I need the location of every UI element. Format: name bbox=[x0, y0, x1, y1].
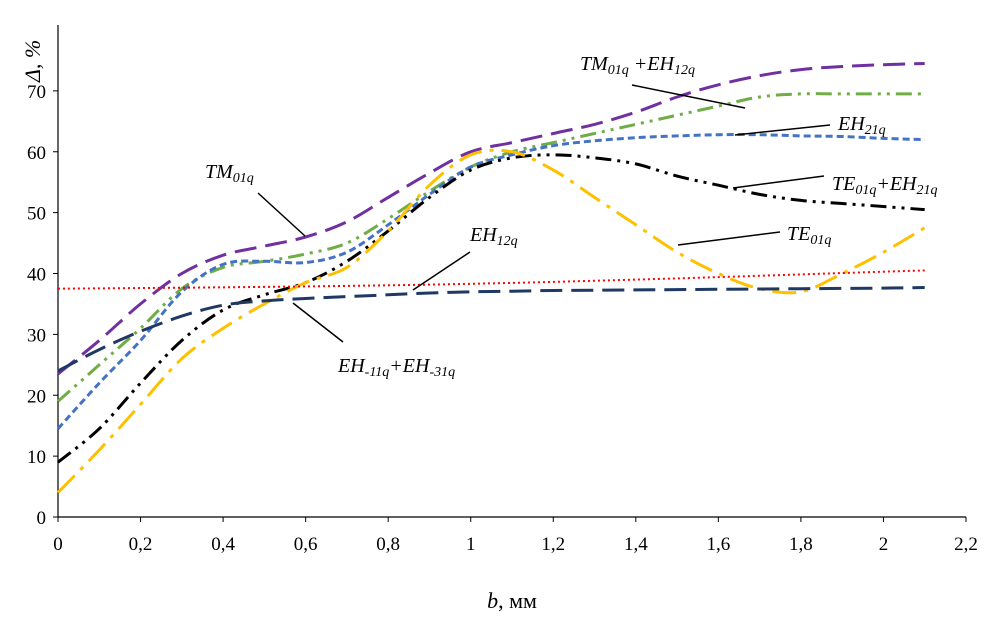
annotation-label-te01eh21: TE01q+EH21q bbox=[832, 173, 938, 198]
y-tick-label: 60 bbox=[27, 143, 46, 164]
series-line-eh21q bbox=[56, 133, 925, 430]
x-tick-label: 1,4 bbox=[624, 534, 648, 555]
x-axis-title: b, мм bbox=[487, 588, 537, 613]
series-line-eh-11q-eh-31q bbox=[57, 286, 925, 373]
annotation-leader-line bbox=[257, 192, 306, 237]
annotation-leader-line bbox=[732, 175, 825, 189]
annotation-leader-line bbox=[412, 251, 471, 291]
y-tick-label: 30 bbox=[27, 325, 46, 346]
x-tick-label: 2,2 bbox=[954, 534, 978, 555]
y-tick-label: 50 bbox=[27, 204, 46, 225]
annotation-leader-line bbox=[734, 124, 831, 136]
y-tick-label: 70 bbox=[27, 82, 46, 103]
x-tick-label: 1,6 bbox=[706, 534, 730, 555]
series-line-tm01q bbox=[57, 62, 925, 376]
annotation-label-te01: TE01q bbox=[787, 223, 831, 248]
series-line-te01q-eh21q bbox=[57, 153, 925, 464]
x-tick-label: 0 bbox=[53, 534, 63, 555]
x-tick-label: 2 bbox=[879, 534, 889, 555]
y-tick-label: 0 bbox=[37, 508, 47, 529]
annotation-label-eh21: EH21q bbox=[837, 113, 886, 138]
chart-axes: 0 10 20 30 40 50 60 70 0 0,2 0,4 0,6 0,8 1 1,2 1,4 1,6 1,… bbox=[27, 25, 978, 555]
y-axis-title: Δ, % bbox=[20, 40, 45, 83]
x-tick-label: 0,8 bbox=[376, 534, 400, 555]
annotation-label-eh12: EH12q bbox=[469, 224, 518, 249]
x-tick-label: 0,4 bbox=[211, 534, 235, 555]
annotation-label-ehm11: EH-11q+EH-31q bbox=[337, 355, 455, 380]
x-tick-label: 1,2 bbox=[541, 534, 565, 555]
x-tick-label: 1 bbox=[466, 534, 476, 555]
annotation-leader-line bbox=[631, 84, 746, 109]
annotation-leader-line bbox=[677, 231, 781, 246]
y-tick-label: 20 bbox=[27, 386, 46, 407]
x-tick-label: 0,2 bbox=[129, 534, 153, 555]
annotation-label-tm01: TM01q bbox=[205, 161, 254, 186]
x-tick-label: 1,8 bbox=[789, 534, 813, 555]
x-tick-label: 0,6 bbox=[294, 534, 318, 555]
series-line-te01q bbox=[56, 148, 926, 494]
annotation-leader-line bbox=[292, 302, 344, 343]
series-line-eh12q bbox=[57, 269, 925, 290]
chart-series bbox=[56, 62, 926, 494]
y-tick-label: 40 bbox=[27, 265, 46, 286]
y-tick-label: 10 bbox=[27, 447, 46, 468]
annotation-label-tm01eh12: TM01q +EH12q bbox=[580, 53, 695, 78]
